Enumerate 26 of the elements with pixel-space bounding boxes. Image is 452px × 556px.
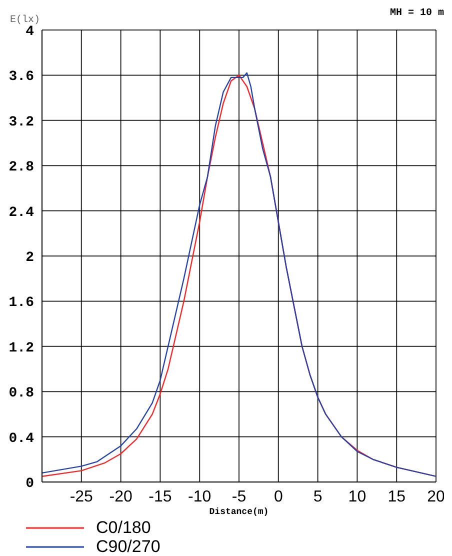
x-tick-label: 20	[427, 488, 445, 506]
x-tick-label: 5	[313, 488, 322, 506]
y-tick-label: 2.8	[8, 160, 34, 176]
legend-label: C90/270	[96, 536, 160, 556]
x-tick-label: -25	[70, 488, 94, 506]
y-tick-label: 1.6	[8, 295, 34, 312]
y-tick-label: 2	[26, 250, 34, 266]
y-tick-label: 3.6	[8, 69, 34, 86]
x-tick-label: -10	[188, 488, 212, 506]
text: MH = 10 m	[390, 8, 444, 19]
x-tick-label: -15	[148, 488, 172, 506]
y-tick-label: 0	[26, 476, 34, 492]
y-tick-label: 2.4	[8, 204, 34, 221]
x-axis-title: Distance(m)	[209, 507, 269, 517]
x-tick-label: -5	[232, 488, 246, 506]
y-tick-label: 0.4	[8, 430, 34, 447]
x-tick-label: 15	[388, 488, 406, 506]
y-axis-title: E(lx)	[10, 14, 40, 26]
x-tick-label: 0	[274, 488, 283, 506]
y-tick-label: 1.2	[8, 340, 34, 356]
x-tick-label: 10	[348, 488, 366, 506]
y-tick-label: 3.2	[8, 114, 34, 130]
x-tick-label: -20	[109, 488, 132, 506]
y-tick-label: 4	[26, 24, 34, 40]
y-tick-label: 0.8	[8, 386, 34, 402]
legend-label: C0/180	[96, 518, 151, 538]
